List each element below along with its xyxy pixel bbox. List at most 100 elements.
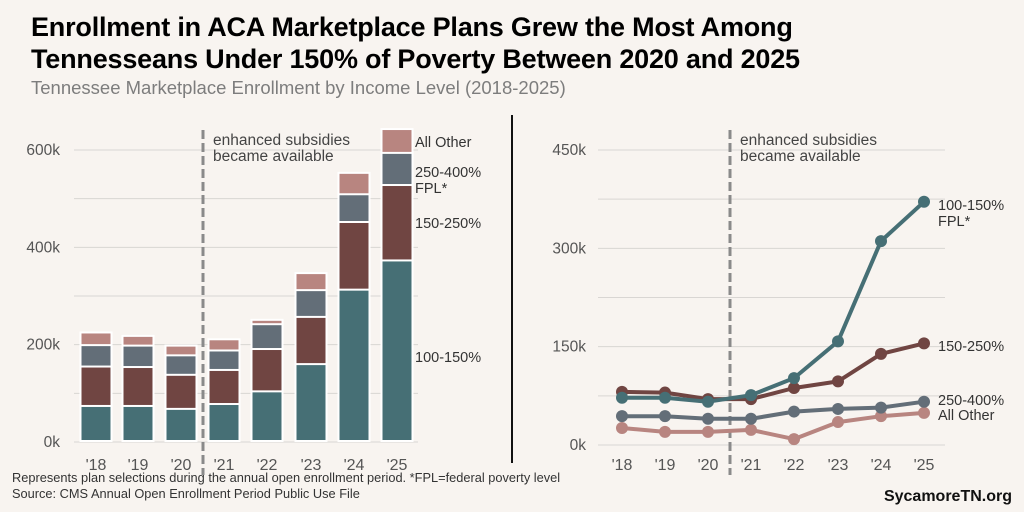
line-end-label-fpl-150-250: 150-250% (938, 339, 1004, 355)
panel-divider (511, 115, 513, 463)
bar-segment-fpl-150-250 (252, 350, 282, 391)
line-point-fpl-150-250 (832, 375, 844, 388)
line-point-fpl-150-250 (918, 337, 930, 350)
bar-segment-fpl-100-150 (296, 365, 326, 440)
bar-legend-label-fpl-150-250: 150-250% (415, 216, 481, 232)
line-point-fpl-250-400 (875, 401, 887, 414)
line-point-fpl-100-150 (875, 235, 887, 248)
line-point-fpl-250-400 (832, 402, 844, 415)
bar-segment-fpl-100-150 (166, 409, 196, 440)
bar-chart-x-tick-label: '20 (171, 457, 192, 474)
bar-segment-fpl-100-150 (382, 261, 412, 440)
line-point-fpl-250-400 (616, 410, 628, 423)
line-chart-y-tick-label: 450k (552, 142, 586, 159)
line-series-fpl-250-400 (622, 399, 925, 421)
line-point-fpl-100-150 (702, 395, 714, 408)
footer-source: Source: CMS Annual Open Enrollment Perio… (12, 486, 360, 501)
line-end-label-fpl-100-150: 100-150% (938, 198, 1004, 214)
line-chart-x-tick-label: '21 (741, 457, 762, 474)
line-point-fpl-100-150 (832, 335, 844, 348)
line-chart-x-tick-label: '18 (612, 457, 633, 474)
line-point-fpl-100-150 (659, 391, 671, 404)
bar-chart-y-tick-label: 600k (26, 142, 60, 159)
subsidy-annotation-text: became available (213, 148, 334, 165)
bar-segment-all-other (252, 320, 282, 324)
line-point-all-other (918, 406, 930, 419)
bar-segment-fpl-150-250 (382, 186, 412, 260)
bar-segment-all-other (123, 336, 153, 345)
bar-segment-fpl-250-400 (382, 153, 412, 185)
bar-legend-label-all-other: All Other (415, 135, 472, 151)
bar-segment-fpl-150-250 (296, 317, 326, 364)
bar-segment-fpl-150-250 (209, 370, 239, 404)
bar-segment-fpl-250-400 (81, 346, 111, 366)
chart-title-line-1: Enrollment in ACA Marketplace Plans Grew… (31, 12, 793, 42)
bar-legend-label-fpl-100-150: 100-150% (415, 350, 481, 366)
bar-segment-fpl-250-400 (296, 291, 326, 316)
subsidy-annotation-text: enhanced subsidies (213, 132, 350, 149)
line-point-fpl-150-250 (788, 381, 800, 394)
line-series-fpl-150-250 (621, 341, 925, 402)
line-end-label-fpl-100-150: FPL* (938, 214, 971, 230)
line-chart-x-tick-label: '25 (914, 457, 935, 474)
bar-chart-x-tick-label: '25 (387, 457, 408, 474)
bar-chart-y-tick-label: 400k (26, 239, 60, 256)
line-point-fpl-250-400 (918, 395, 930, 408)
bar-chart-x-tick-label: '18 (86, 457, 107, 474)
subsidy-annotation-text: became available (740, 148, 861, 165)
bar-chart-y-tick-label: 0k (44, 434, 61, 451)
line-series-all-other (621, 410, 925, 442)
bar-chart-x-tick-label: '24 (344, 457, 365, 474)
bar-segment-fpl-150-250 (166, 375, 196, 408)
stacked-bar-chart: 0k 200k 400k 600k '18 '19 '20 '21 '22 '23 '24 '25 en… (26, 128, 481, 475)
chart-subtitle: Tennessee Marketplace Enrollment by Inco… (31, 77, 566, 98)
bar-segment-fpl-250-400 (339, 195, 369, 221)
bar-segment-all-other (166, 346, 196, 355)
line-point-all-other (875, 410, 887, 423)
bar-chart-x-tick-label: '22 (257, 457, 278, 474)
line-end-label-all-other: All Other (938, 408, 995, 424)
bar-segment-all-other (209, 340, 239, 350)
line-point-fpl-250-400 (745, 412, 757, 425)
line-chart-y-tick-label: 0k (570, 437, 587, 454)
footer-note: Represents plan selections during the an… (12, 470, 561, 485)
line-point-fpl-100-150 (616, 391, 628, 404)
footer-notes: Represents plan selections during the an… (12, 470, 560, 502)
line-chart-x-tick-label: '23 (828, 457, 849, 474)
bar-segment-fpl-250-400 (123, 346, 153, 367)
line-point-fpl-150-250 (875, 347, 887, 360)
line-point-fpl-250-400 (702, 412, 714, 425)
line-point-all-other (788, 433, 800, 446)
bar-segment-all-other (339, 173, 369, 194)
line-point-all-other (616, 421, 628, 434)
bar-segment-all-other (81, 333, 111, 345)
bar-segment-fpl-100-150 (123, 406, 153, 440)
line-chart: 0k 150k 300k 450k '18 '19 '20 '21 '22 '23 '24 '25 en… (552, 130, 1004, 475)
line-chart-y-tick-label: 300k (552, 240, 586, 257)
line-point-fpl-100-150 (918, 195, 930, 208)
bar-chart-x-tick-label: '21 (214, 457, 235, 474)
bar-segment-fpl-150-250 (339, 223, 369, 289)
chart-title-line-2: Tennesseans Under 150% of Poverty Betwee… (31, 44, 800, 74)
line-chart-x-tick-label: '24 (871, 457, 892, 474)
bar-legend-label-fpl-250-400: FPL* (415, 181, 448, 197)
bar-segment-all-other (382, 130, 412, 152)
line-chart-y-tick-label: 150k (552, 339, 586, 356)
line-chart-x-tick-label: '22 (784, 457, 805, 474)
bar-chart-x-tick-label: '19 (128, 457, 149, 474)
line-chart-x-tick-label: '20 (698, 457, 719, 474)
line-series-fpl-100-150 (622, 200, 926, 404)
brand-logo-text: SycamoreTN.org (883, 488, 1012, 505)
line-point-all-other (745, 423, 757, 436)
line-point-fpl-250-400 (788, 405, 800, 418)
bar-segment-fpl-100-150 (209, 405, 239, 440)
line-chart-x-tick-label: '19 (655, 457, 676, 474)
bar-segment-fpl-100-150 (339, 290, 369, 440)
bar-segment-fpl-250-400 (252, 325, 282, 349)
line-end-label-fpl-250-400: 250-400% (938, 393, 1004, 409)
bar-segment-fpl-100-150 (252, 392, 282, 440)
bar-chart-y-tick-label: 200k (26, 337, 60, 354)
bar-segment-all-other (296, 274, 326, 290)
bar-segment-fpl-100-150 (81, 406, 111, 440)
